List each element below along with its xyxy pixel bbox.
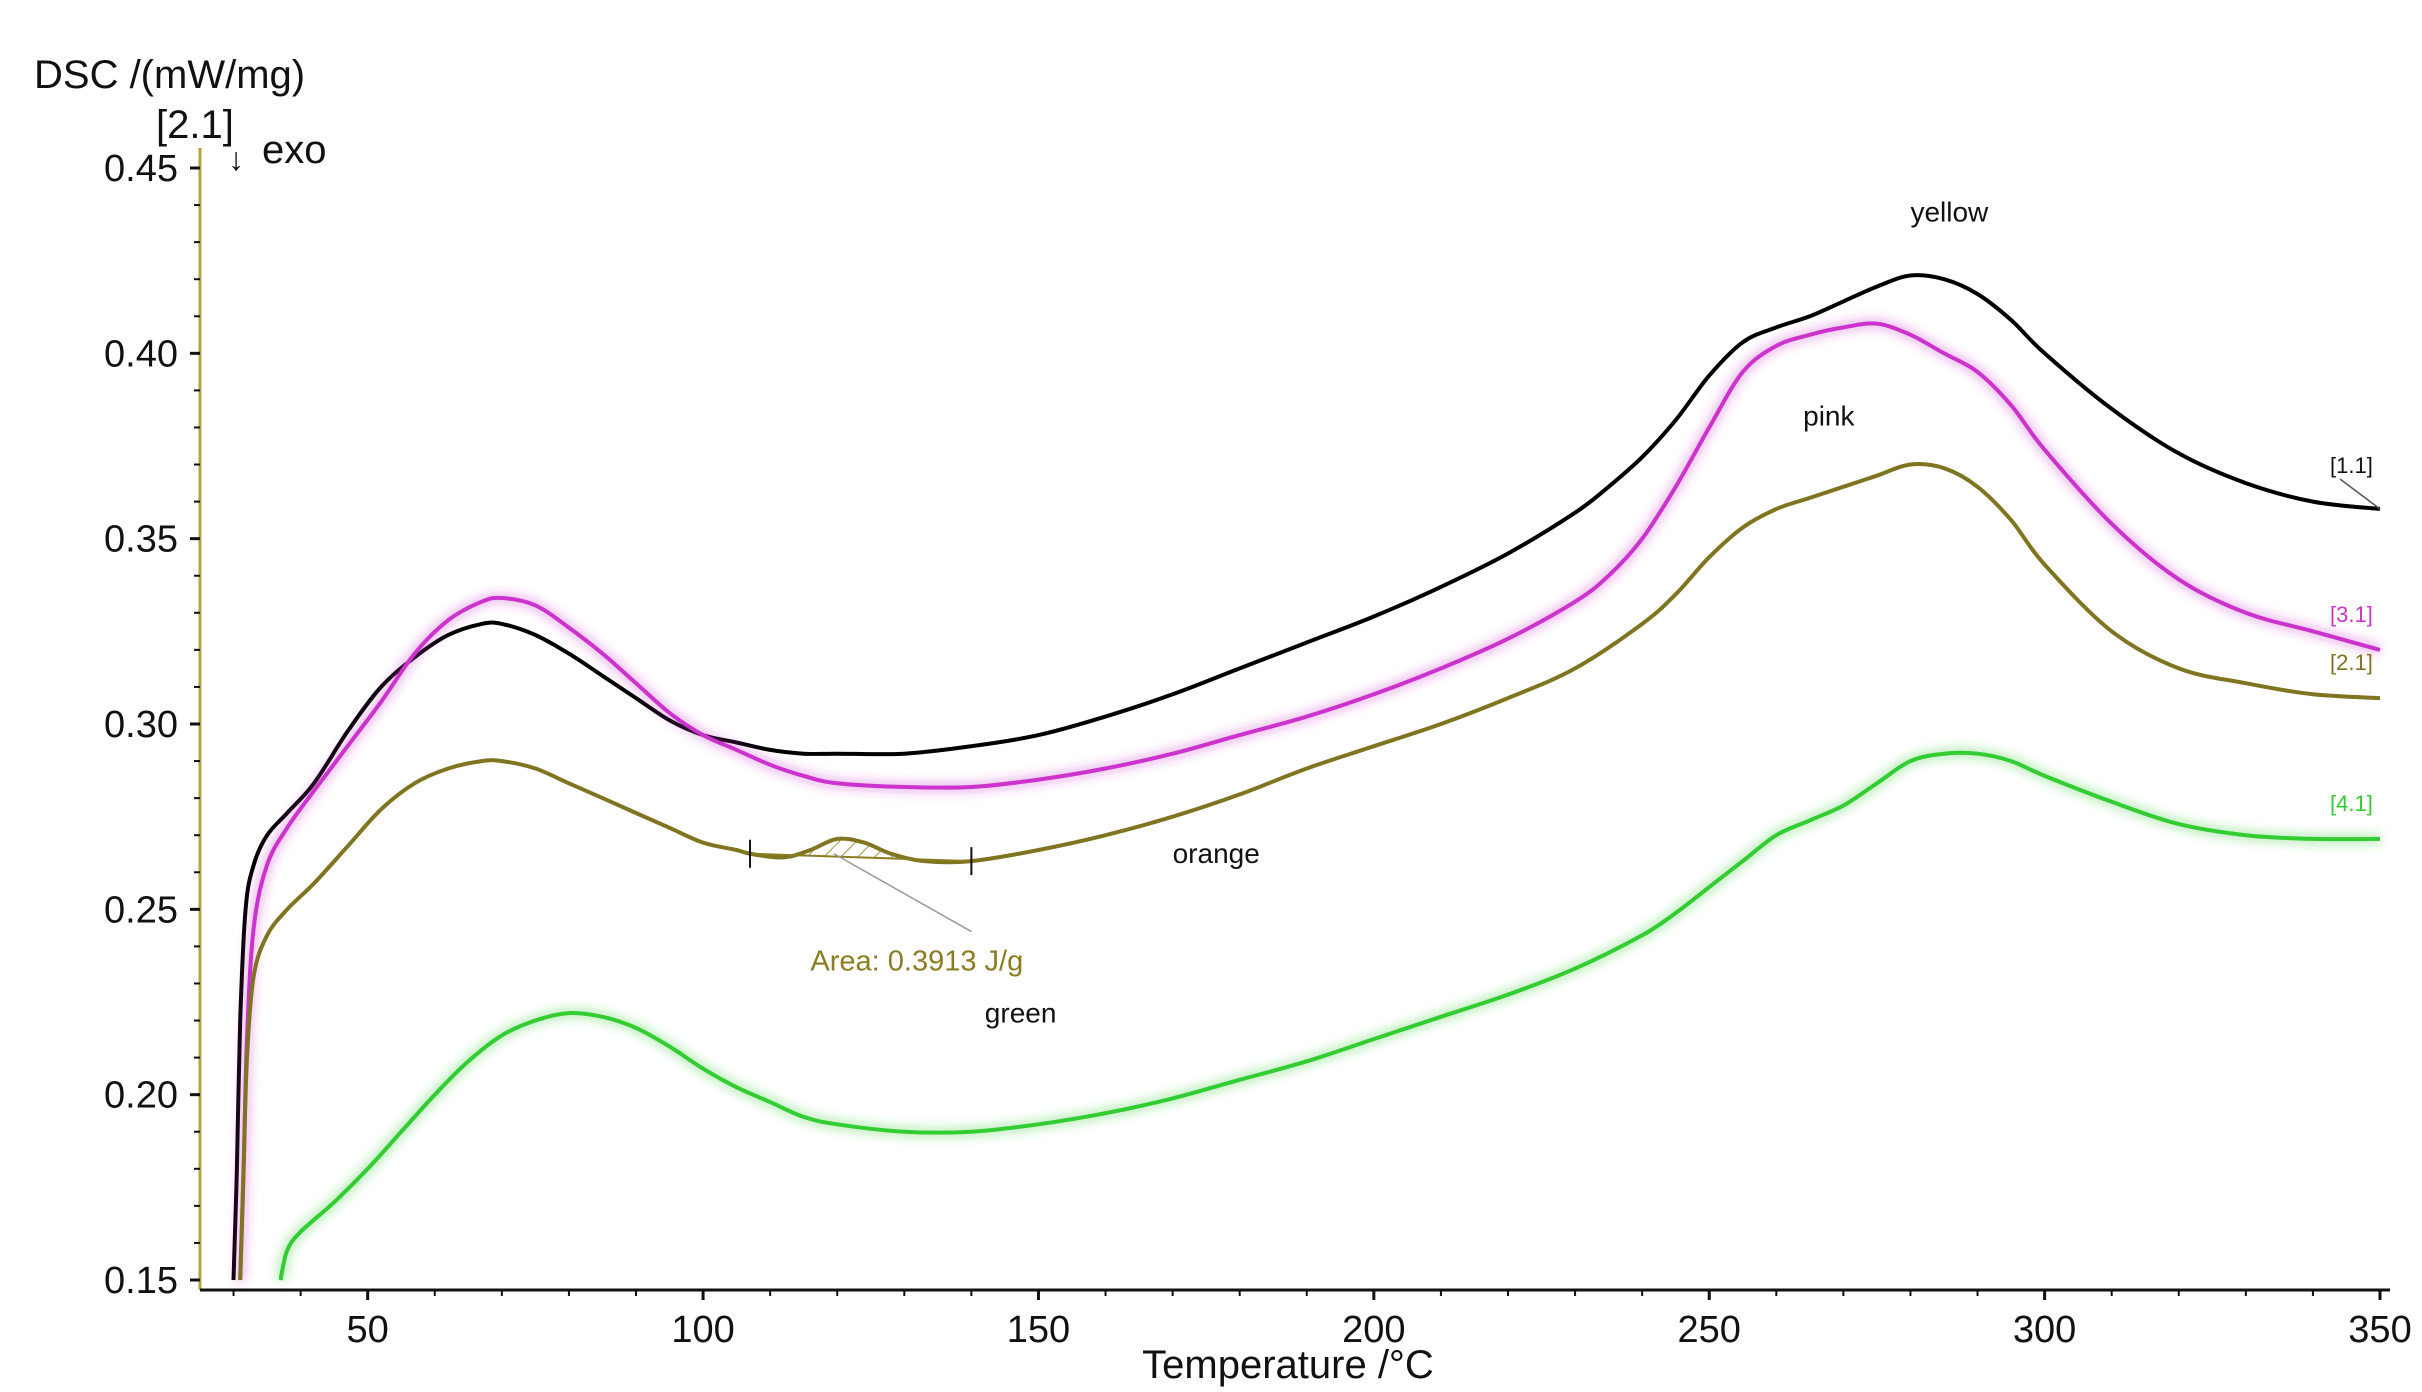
- exo-arrow-icon: ↓: [228, 141, 244, 177]
- y-tick-label: 0.35: [104, 519, 178, 561]
- curves: [231, 273, 2382, 1282]
- x-tick-label: 350: [2348, 1309, 2411, 1351]
- x-tick-label: 200: [1342, 1309, 1405, 1351]
- curve-tag-yellow: [1.1]: [2330, 453, 2373, 478]
- y-tick-label: 0.45: [104, 148, 178, 190]
- curve-tags: [1.1] [3.1] [2.1] [4.1]: [2330, 453, 2381, 816]
- series-labels: yellow pink orange green: [985, 197, 1989, 1029]
- y-tick-label: 0.20: [104, 1075, 178, 1117]
- series-line-orange: [238, 462, 2381, 1281]
- area-leader-line: [833, 853, 972, 933]
- area-label: Area: 0.3913 J/g: [810, 945, 1023, 977]
- x-tick-label: 100: [671, 1309, 734, 1351]
- peak-annotation: Area: 0.3913 J/g: [749, 838, 1023, 977]
- curve-tag-leader: [2339, 478, 2381, 510]
- series-label-orange: orange: [1173, 838, 1260, 869]
- series-label-pink: pink: [1803, 401, 1855, 432]
- peak-baseline: [749, 852, 972, 863]
- series-line-pink: [238, 321, 2381, 1281]
- x-axis-label: Temperature /°C: [1142, 1343, 1434, 1387]
- curve-tag-orange: [2.1]: [2330, 650, 2373, 675]
- series-line-yellow: [231, 273, 2381, 1281]
- y-tick-label: 0.25: [104, 889, 178, 931]
- y-tick-label: 0.40: [104, 333, 178, 375]
- x-tick-label: 150: [1007, 1309, 1070, 1351]
- tick-labels: 0.15 0.20 0.25 0.30 0.35 0.40 0.45 50 100 150 200 2…: [104, 148, 2412, 1351]
- ticks: [190, 166, 2382, 1300]
- y-tick-label: 0.30: [104, 704, 178, 746]
- y-tick-label: 0.15: [104, 1260, 178, 1302]
- exo-marker-tag: [2.1]: [156, 103, 234, 147]
- axes: [198, 148, 2390, 1292]
- x-tick-label: 300: [2013, 1309, 2076, 1351]
- series-line-green: [278, 750, 2381, 1281]
- exo-marker-label: exo: [262, 128, 327, 172]
- series-label-green: green: [985, 997, 1057, 1028]
- curve-tag-green: [4.1]: [2330, 791, 2373, 816]
- series-label-yellow: yellow: [1910, 197, 1989, 228]
- x-tick-label: 250: [1678, 1309, 1741, 1351]
- curve-tag-pink: [3.1]: [2330, 602, 2373, 627]
- y-axis-label: DSC /(mW/mg): [34, 53, 305, 97]
- x-tick-label: 50: [347, 1309, 389, 1351]
